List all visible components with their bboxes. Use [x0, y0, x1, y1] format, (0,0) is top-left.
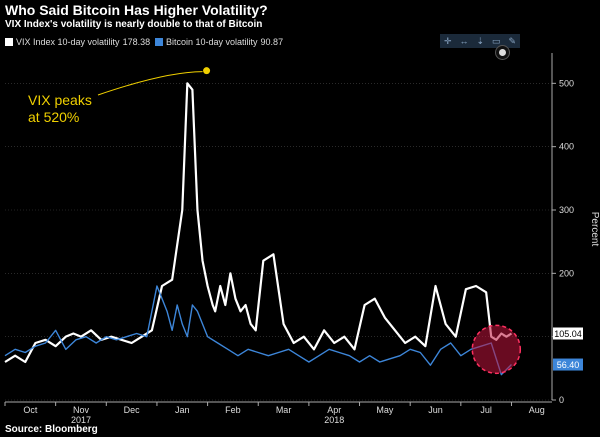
pencil-icon[interactable]: ✎: [508, 35, 517, 46]
legend-bitcoin-value: 90.87: [260, 37, 284, 47]
legend-bitcoin[interactable]: Bitcoin 10-day volatility 90.87: [155, 37, 283, 47]
end-label-box-vix: [553, 327, 583, 340]
end-label-box-bitcoin: [553, 358, 583, 371]
window-icon[interactable]: ▭: [491, 35, 501, 46]
year-label-2018: 2018: [324, 415, 344, 425]
y-tick-label-0: 0: [559, 395, 564, 405]
y-tick-label-300: 300: [559, 205, 574, 215]
legend-bitcoin-swatch: [155, 38, 163, 46]
x-tick-label-oct: Oct: [23, 405, 38, 415]
y-tick-label-500: 500: [559, 78, 574, 88]
highlight-circle: [471, 324, 522, 375]
end-label-vix: 105.04: [554, 329, 582, 339]
y-tick-label-200: 200: [559, 268, 574, 278]
annotation-arrow: [97, 71, 203, 96]
chart-toolbar: ✛ ↔ ⇣ ▭ ✎: [440, 34, 520, 48]
x-tick-label-jun: Jun: [428, 405, 443, 415]
series-line-bitcoin: [4, 285, 512, 376]
end-label-bitcoin: 56.40: [557, 360, 580, 370]
year-label-2017: 2017: [71, 415, 91, 425]
annotation-text-line2: at 520%: [28, 109, 79, 125]
legend-vix-value: 178.38: [122, 37, 151, 47]
crosshair-icon[interactable]: ✛: [443, 35, 452, 46]
y-tick-label-400: 400: [559, 142, 574, 152]
x-tick-label-jul: Jul: [480, 405, 492, 415]
legend-vix-swatch: [5, 38, 13, 46]
legend-vix[interactable]: VIX Index 10-day volatility 178.38: [5, 37, 150, 47]
x-tick-label-jan: Jan: [175, 405, 190, 415]
series-line-vix: [4, 82, 513, 364]
pan-icon[interactable]: ↔: [459, 36, 469, 46]
x-tick-label-dec: Dec: [124, 405, 141, 415]
legend-vix-label: VIX Index 10-day volatility: [16, 37, 120, 47]
download-icon[interactable]: ⇣: [476, 35, 485, 46]
y-axis-title: Percent: [589, 212, 600, 247]
x-tick-label-nov: Nov: [73, 405, 90, 415]
x-tick-label-mar: Mar: [276, 405, 292, 415]
x-tick-label-apr: Apr: [327, 405, 341, 415]
chart-title: Who Said Bitcoin Has Higher Volatility?: [5, 2, 268, 18]
x-tick-label-may: May: [376, 405, 394, 415]
annotation-text-line1: VIX peaks: [28, 92, 92, 108]
x-tick-label-aug: Aug: [529, 405, 545, 415]
peak-marker: [203, 67, 211, 75]
x-tick-label-feb: Feb: [225, 405, 241, 415]
settings-dot-icon[interactable]: [495, 45, 510, 60]
legend-bitcoin-label: Bitcoin 10-day volatility: [166, 37, 258, 47]
chart-subtitle: VIX Index's volatility is nearly double …: [5, 19, 263, 30]
chart-source: Source: Bloomberg: [5, 424, 98, 435]
